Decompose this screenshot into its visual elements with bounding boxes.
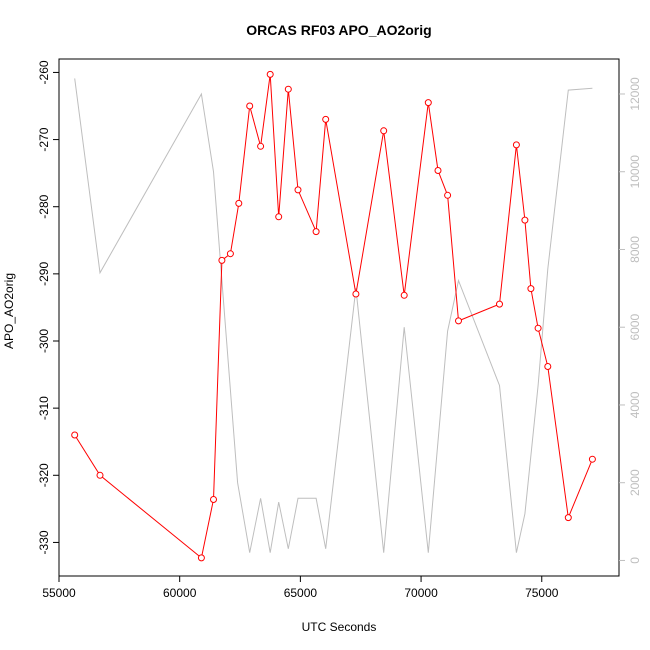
data-point: [197, 554, 205, 562]
x-tick-label: 60000: [163, 586, 197, 600]
y-axis-label: APO_AO2orig: [2, 273, 16, 349]
data-point: [424, 99, 432, 107]
data-point: [96, 471, 104, 479]
data-point: [71, 431, 79, 439]
data-point: [496, 300, 503, 308]
data-point: [527, 285, 535, 293]
y2-tick-label: 10000: [628, 155, 642, 189]
series-line-secondary: [74, 78, 593, 553]
y-tick-label: -260: [37, 60, 51, 84]
data-point: [512, 141, 520, 149]
x-axis-label: UTC Seconds: [302, 620, 377, 634]
y-tick-label: -310: [37, 396, 51, 420]
y2-tick-label: 6000: [628, 314, 642, 341]
y-tick-label: -300: [37, 329, 51, 353]
data-point: [434, 167, 442, 174]
x-tick-label: 75000: [525, 586, 559, 600]
x-axis: 55000 60000 65000 70000 75000: [42, 576, 559, 600]
y-tick-label: -320: [37, 463, 51, 487]
data-point: [266, 70, 274, 78]
data-point: [400, 291, 408, 299]
plot-frame: [58, 58, 620, 577]
y2-tick-label: 2000: [628, 469, 642, 496]
data-point: [380, 127, 388, 135]
y2-tick-label: 4000: [628, 391, 642, 418]
y2-tick-label: 8000: [628, 236, 642, 263]
data-point: [455, 317, 462, 325]
y-tick-label: -280: [37, 194, 51, 218]
data-point: [284, 85, 292, 93]
y-tick-label: -270: [37, 127, 51, 151]
data-point: [218, 256, 226, 264]
series-layer: [71, 70, 596, 562]
data-point: [521, 216, 529, 224]
data-point: [226, 250, 234, 258]
x-tick-label: 70000: [404, 586, 438, 600]
data-point: [257, 142, 265, 150]
y-axis-right: 0 2000 4000 6000 8000 10000 12000: [619, 77, 642, 564]
x-tick-label: 55000: [42, 586, 76, 600]
data-point: [275, 213, 283, 221]
chart-title: ORCAS RF03 APO_AO2orig: [246, 22, 431, 38]
data-point: [312, 228, 320, 236]
data-point: [544, 363, 552, 370]
data-point: [588, 455, 596, 463]
data-point: [352, 290, 360, 298]
data-point: [444, 191, 452, 199]
y-axis-left: -330 -320 -310 -300 -290 -280 -270 -260: [37, 60, 59, 554]
x-tick-label: 65000: [284, 586, 318, 600]
data-point: [246, 102, 254, 110]
y-tick-label: -330: [37, 530, 51, 554]
data-point: [235, 199, 243, 207]
data-point: [564, 514, 572, 522]
data-point: [322, 115, 330, 123]
y2-tick-label: 12000: [628, 77, 642, 111]
y-tick-label: -290: [37, 262, 51, 286]
data-point: [534, 324, 542, 332]
data-point: [210, 496, 217, 503]
y2-tick-label: 0: [628, 557, 642, 564]
data-point: [294, 186, 302, 194]
